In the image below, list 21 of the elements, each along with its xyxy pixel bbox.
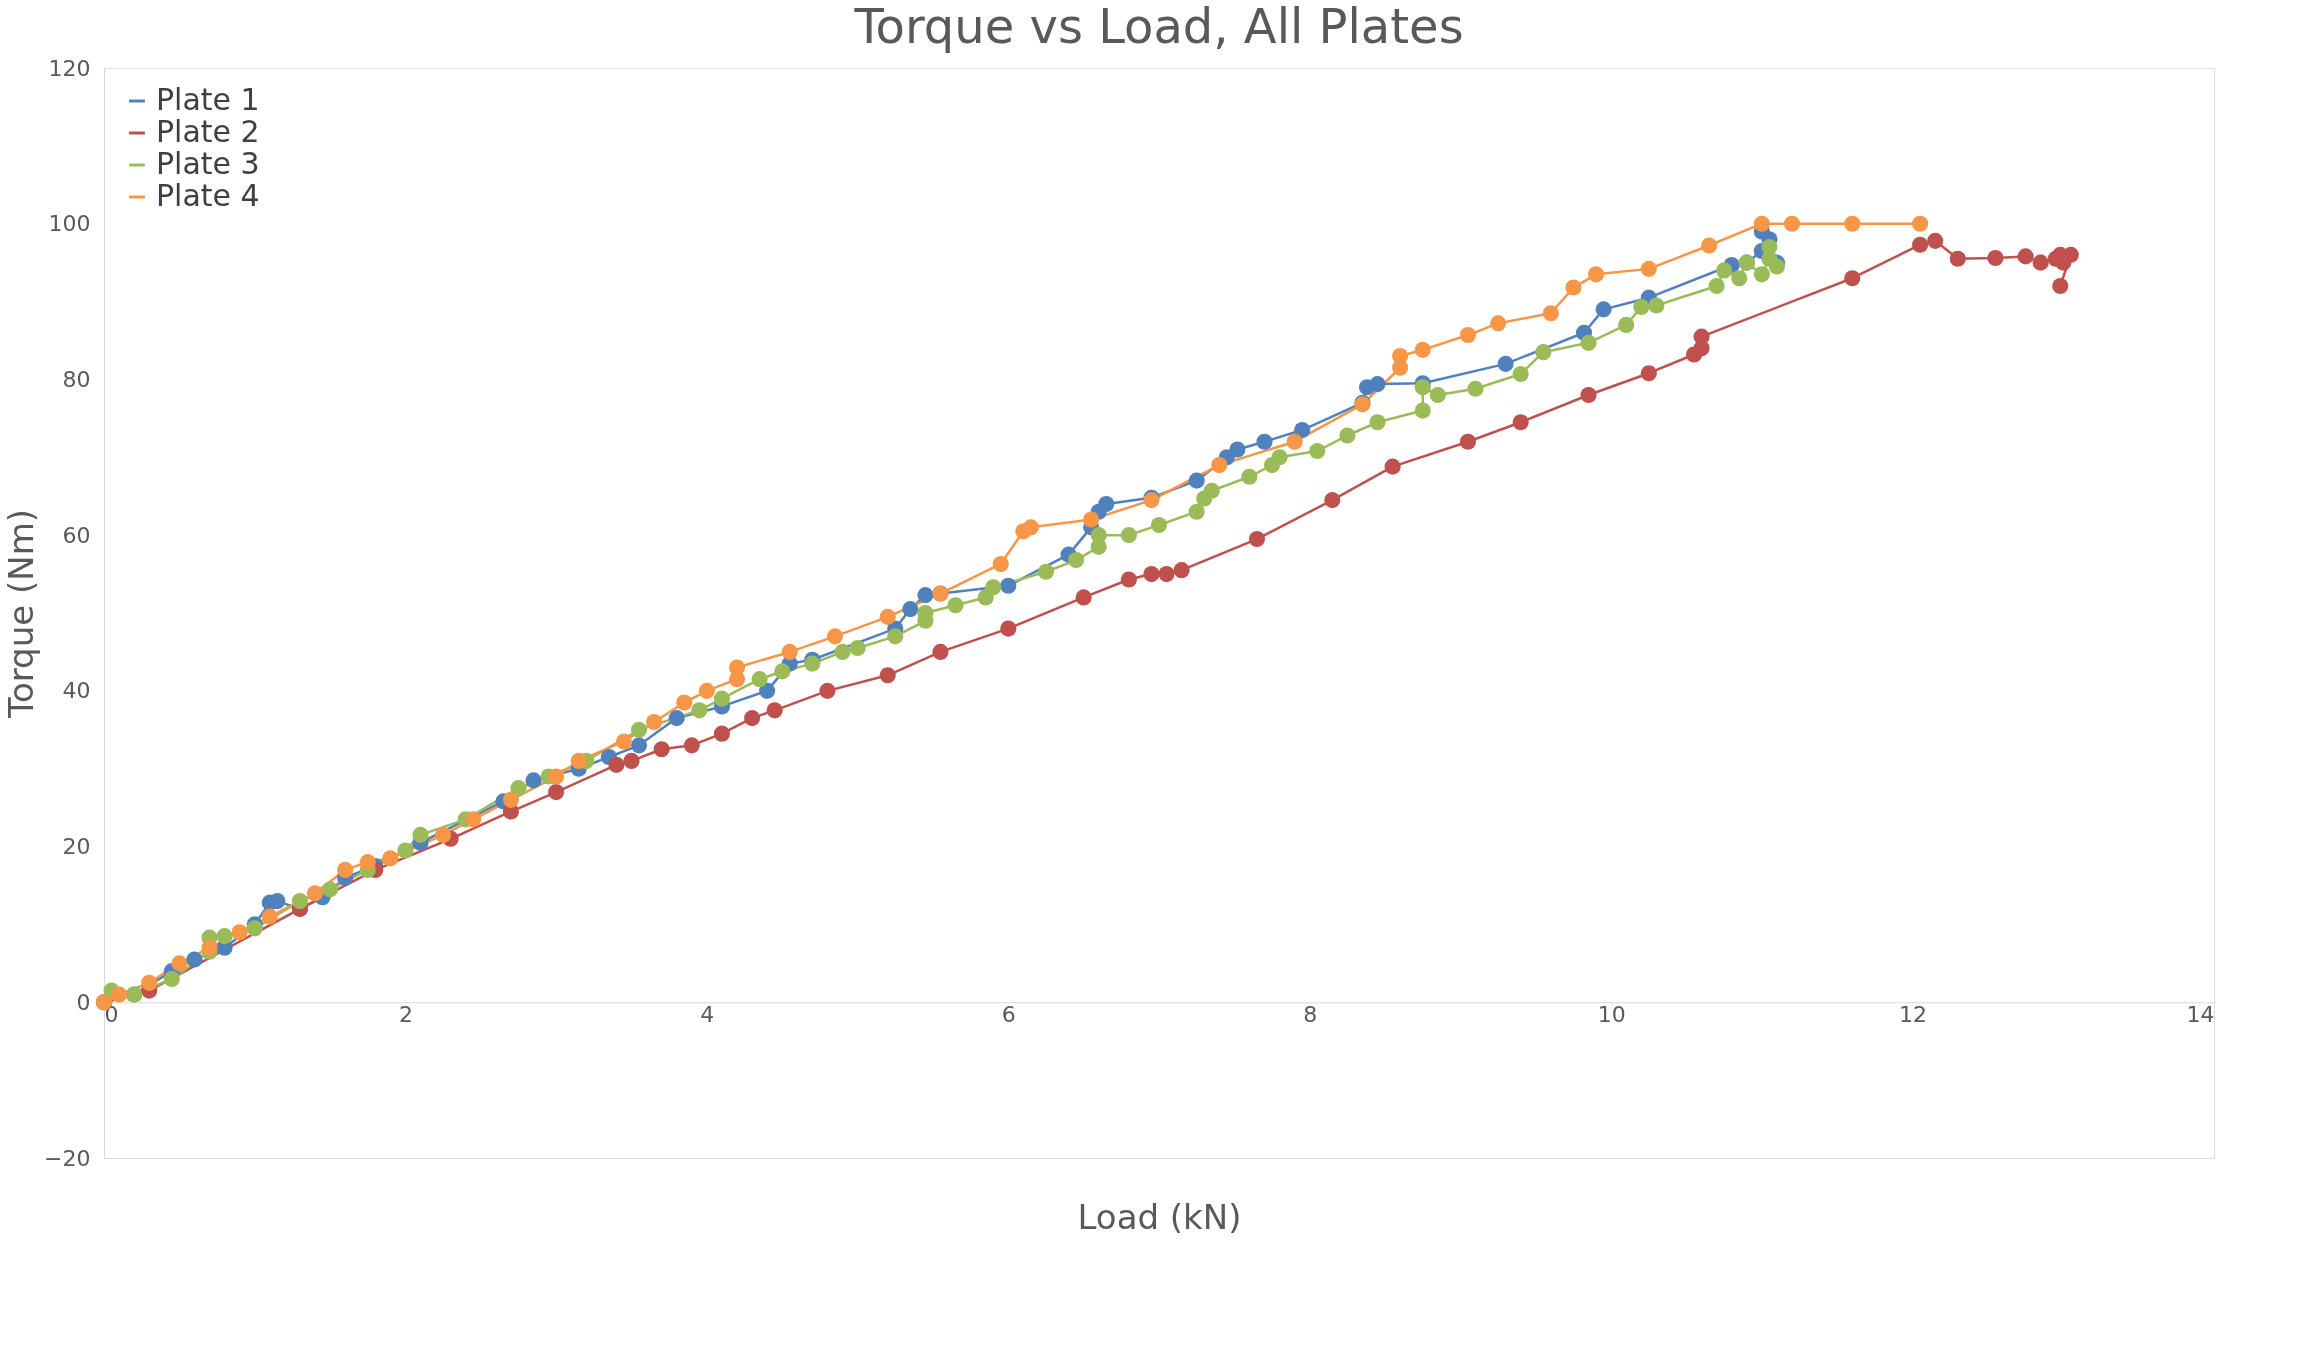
x-tick-label: 8 xyxy=(1303,1001,1318,1027)
y-tick-label: 20 xyxy=(62,834,91,860)
legend-label: Plate 4 xyxy=(156,178,260,213)
legend-label: Plate 1 xyxy=(156,82,260,117)
y-tick-label: −20 xyxy=(44,1145,91,1171)
x-tick-label: 4 xyxy=(700,1001,715,1027)
legend-label: Plate 3 xyxy=(156,146,260,181)
x-tick-label: 2 xyxy=(398,1001,413,1027)
y-tick-label: 80 xyxy=(62,366,91,392)
x-tick-label: 10 xyxy=(1597,1001,1626,1027)
x-tick-label: 14 xyxy=(2186,1001,2215,1027)
y-tick-label: 100 xyxy=(48,211,91,237)
y-tick-label: 60 xyxy=(62,522,91,548)
chart-title: Torque vs Load, All Plates xyxy=(853,0,1464,54)
y-tick-label: 120 xyxy=(48,55,91,81)
y-tick-label: 40 xyxy=(62,678,91,704)
x-axis-title: Load (kN) xyxy=(1077,1196,1242,1237)
x-tick-label: 12 xyxy=(1899,1001,1928,1027)
legend-label: Plate 2 xyxy=(156,114,260,149)
y-axis-title: Torque (Nm) xyxy=(1,508,42,720)
x-tick-label: 6 xyxy=(1001,1001,1016,1027)
